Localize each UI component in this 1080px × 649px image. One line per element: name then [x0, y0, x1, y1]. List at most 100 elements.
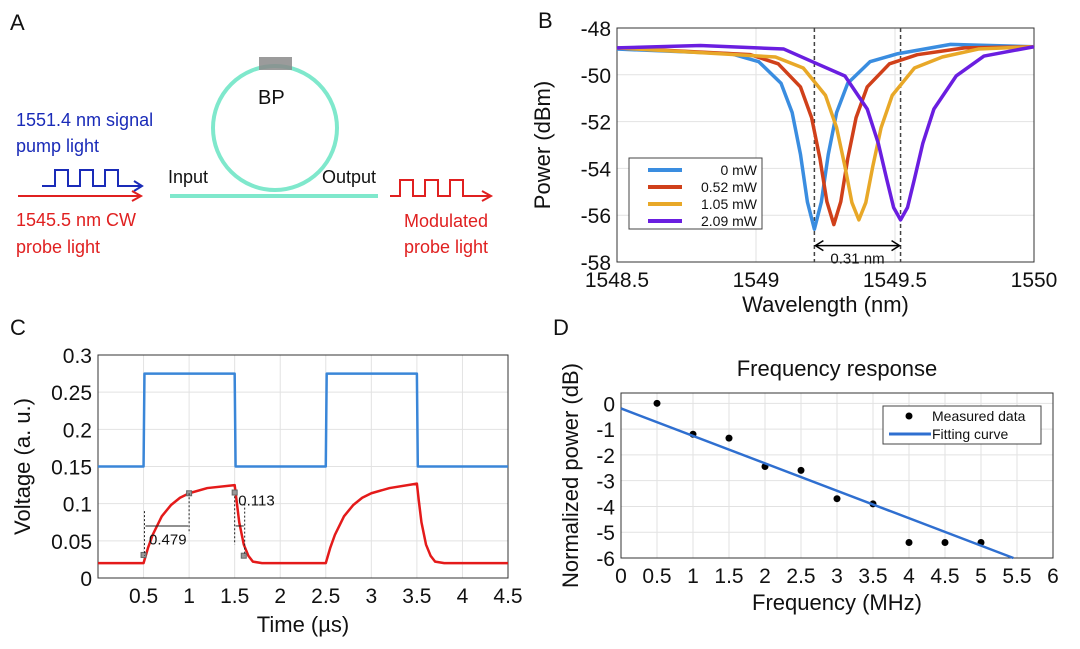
pump-label-line2: pump light [16, 136, 99, 156]
series-line-0-52-mw [616, 44, 1035, 227]
x-axis-label: Time (µs) [257, 612, 350, 637]
y-tick-label: -1 [596, 419, 615, 442]
y-tick-label: -4 [596, 496, 615, 519]
y-tick-label: -3 [596, 471, 615, 494]
panel-label-b: B [538, 8, 553, 33]
legend-label: 2.09 mW [701, 213, 758, 229]
x-tick-label: 2.5 [786, 565, 815, 588]
y-tick-label: -48 [581, 18, 611, 41]
x-tick-label: 1.5 [714, 565, 743, 588]
y-tick-label: 0.15 [51, 457, 92, 480]
y-axis-label: Normalized power (dB) [558, 363, 583, 588]
series-line-2-09-mw [616, 43, 1035, 222]
input-label: Input [168, 167, 208, 187]
data-tip-marker [231, 489, 238, 496]
x-axis-label: Frequency (MHz) [752, 590, 922, 615]
panel-label-d: D [553, 315, 569, 340]
legend-label: Fitting curve [932, 426, 1008, 442]
x-tick-label: 3 [831, 565, 843, 588]
legend: 0 mW0.52 mW1.05 mW2.09 mW [628, 157, 763, 230]
y-tick-label: 0.05 [51, 531, 92, 554]
legend-label: 1.05 mW [701, 196, 758, 212]
x-tick-label: 4.5 [493, 585, 522, 608]
pump-arrow-icon [133, 180, 144, 192]
data-point-measured-data [833, 495, 841, 503]
microring [211, 64, 339, 192]
x-tick-label: 6 [1047, 565, 1059, 588]
y-tick-label: -56 [581, 205, 611, 228]
y-tick-label: 0.3 [63, 345, 92, 368]
y-tick-label: 0.25 [51, 382, 92, 405]
y-tick-label: 0 [603, 393, 615, 416]
x-tick-label: 2.5 [311, 585, 340, 608]
axes-frame [620, 392, 1054, 559]
x-tick-label: 1549.5 [863, 269, 927, 292]
y-tick-label: -6 [596, 548, 615, 571]
data-point-measured-data [941, 539, 949, 547]
legend-label: 0 mW [720, 162, 757, 178]
x-tick-label: 5 [975, 565, 987, 588]
bp-label: BP [258, 87, 285, 109]
panel-label-a: A [10, 10, 25, 35]
y-tick-label: -50 [581, 65, 611, 88]
modulated-pulse-train [390, 179, 490, 197]
x-tick-label: 3.5 [858, 565, 887, 588]
axes-frame [616, 27, 1035, 263]
data-point-measured-data [653, 399, 661, 407]
series-line-series-0 [98, 372, 508, 468]
x-tick-label: 0.5 [129, 585, 158, 608]
series-line-0-mw [616, 42, 1035, 231]
x-tick-label: 4.5 [930, 565, 959, 588]
x-tick-label: 4 [457, 585, 469, 608]
resonance-spectrum-chart: 1548.5 1549 1549.5 1550 -58 -56 -54 -52 -50 -48 Wa… [530, 18, 1057, 317]
chart-title: Frequency response [737, 356, 938, 381]
legend: Measured data Fitting curve [882, 405, 1042, 445]
y-tick-label: -52 [581, 112, 611, 135]
device-schematic: BP Input Output 1551.4 nm signal pump li… [16, 57, 494, 257]
output-label: Output [322, 167, 376, 187]
y-tick-label: -54 [581, 158, 612, 181]
time-response-chart: 0.5 1 1.5 2 2.5 3 3.5 4 4.5 0 0.05 0.1 0.15 0.2 0.25 0.… [10, 345, 523, 637]
arrow-left-icon [813, 239, 824, 252]
x-tick-label: 4 [903, 565, 915, 588]
x-tick-label: 0.5 [642, 565, 671, 588]
y-axis-label: Power (dBm) [530, 81, 555, 209]
x-axis-label: Wavelength (nm) [742, 292, 909, 317]
data-point-measured-data [797, 466, 805, 474]
legend-label: Measured data [932, 408, 1026, 424]
legend-marker [905, 412, 913, 420]
data-point-measured-data [725, 434, 733, 442]
bp-section [259, 57, 292, 70]
x-tick-label: 5.5 [1002, 565, 1031, 588]
pump-pulse-train [42, 169, 140, 187]
probe-arrow-icon [131, 190, 144, 202]
series-line-1-05-mw [616, 44, 1035, 222]
x-tick-label: 2 [274, 585, 286, 608]
y-tick-label: -5 [596, 522, 615, 545]
x-tick-label: 1550 [1011, 269, 1058, 292]
series-line-fitting-curve [620, 407, 1014, 560]
shift-label: 0.31 nm [830, 251, 884, 268]
modulated-label-line1: Modulated [404, 211, 488, 231]
modulated-label-line2: probe light [404, 237, 488, 257]
frequency-response-chart: 0 0.5 1 1.5 2 2.5 3 3.5 4 4.5 5 5.5 6 -6 -5 -4-3 -2 -1 0 Fr… [558, 356, 1059, 615]
panel-label-c: C [10, 315, 26, 340]
y-axis-label: Voltage (a. u.) [10, 398, 35, 535]
modulated-arrow-icon [481, 190, 494, 202]
x-tick-label: 1 [183, 585, 195, 608]
rise-time-label: 0.479 [149, 532, 187, 549]
x-tick-label: 3 [365, 585, 377, 608]
series-line-series-1 [98, 482, 508, 565]
legend-box [882, 405, 1042, 445]
x-tick-label: 3.5 [402, 585, 431, 608]
data-tip-marker [140, 551, 147, 558]
data-tip-marker [240, 552, 247, 559]
x-tick-label: 1549 [733, 269, 780, 292]
pump-label-line1: 1551.4 nm signal [16, 110, 153, 130]
fall-time-label: 0.113 [238, 493, 274, 510]
y-tick-label: 0.1 [63, 494, 92, 517]
y-tick-label: 0.2 [63, 419, 92, 442]
arrow-right-icon [891, 239, 901, 252]
data-point-measured-data [905, 539, 913, 547]
